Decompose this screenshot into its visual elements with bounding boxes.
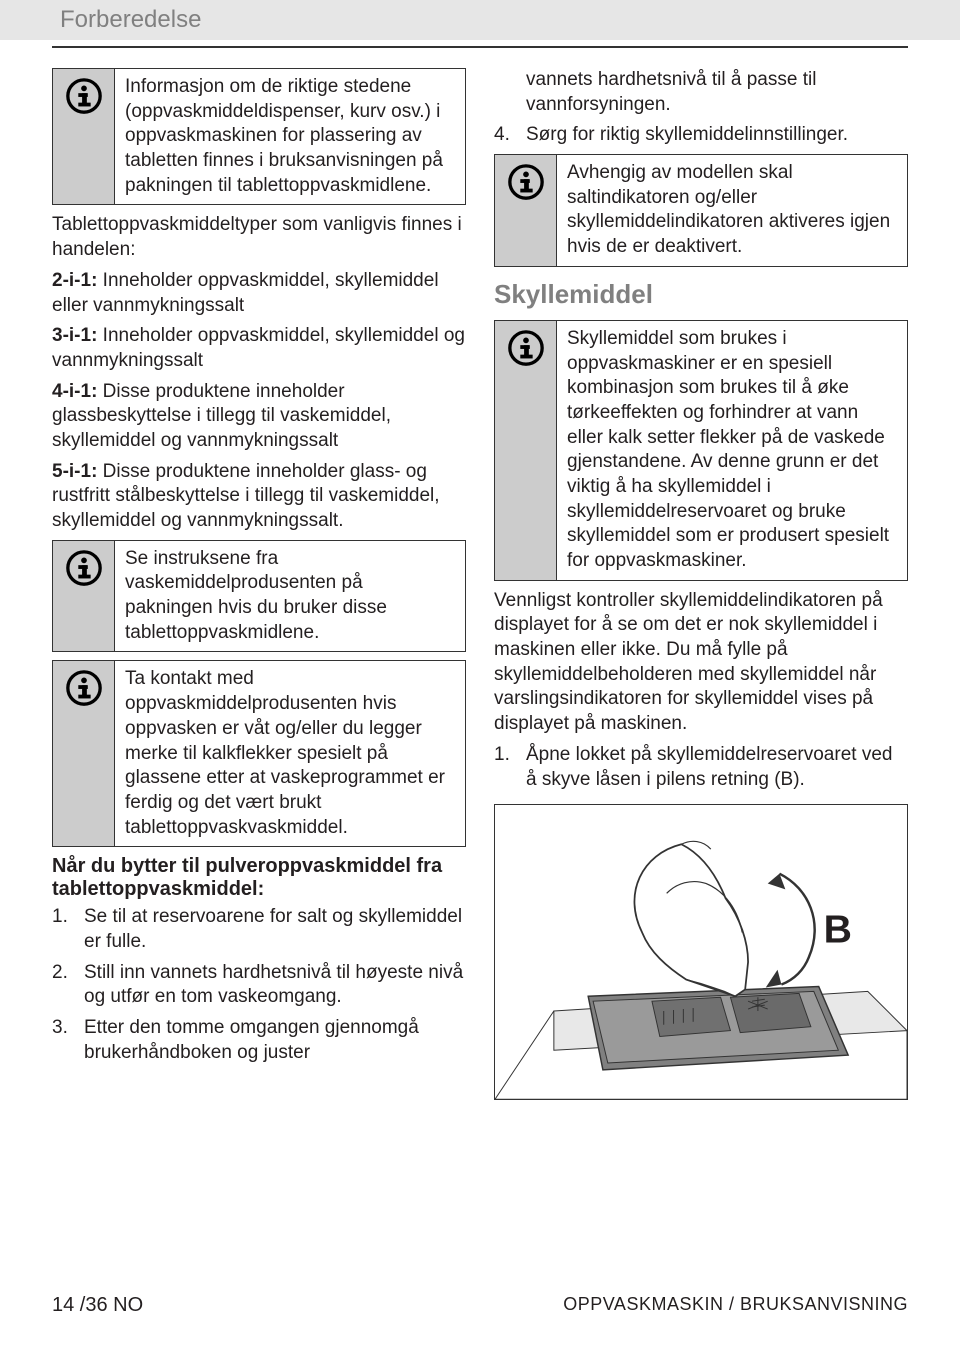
info-icon — [495, 321, 557, 580]
header-title: Forberedelse — [60, 6, 201, 33]
list-item: Etter den tomme omgangen gjennomgå bruke… — [52, 1016, 466, 1065]
type-5i1: 5-i-1: Disse produktene inneholder glass… — [52, 460, 466, 534]
t3-label: 3-i-1: — [52, 325, 97, 346]
figure-b: B — [494, 804, 908, 1100]
info-box-4: Avhengig av modellen skal saltindikatore… — [494, 154, 908, 267]
info-icon — [53, 69, 115, 204]
type-3i1: 3-i-1: Inneholder oppvaskmiddel, skyllem… — [52, 324, 466, 373]
type-2i1: 2-i-1: Inneholder oppvaskmiddel, skyllem… — [52, 269, 466, 318]
t2-label: 2-i-1: — [52, 270, 97, 291]
t2-text: Inneholder oppvaskmiddel, skyllemiddel e… — [52, 270, 439, 316]
info-text-1: Informasjon om de riktige stedene (oppva… — [115, 69, 465, 204]
content-columns: Informasjon om de riktige stedene (oppva… — [0, 48, 960, 1100]
list-item: Åpne lokket på skyllemiddelreservoaret v… — [494, 743, 908, 792]
page-number: 14 /36 NO — [52, 1294, 143, 1317]
types-intro: Tablettoppvaskmiddeltyper som vanligvis … — [52, 213, 466, 262]
section-heading: Skyllemiddel — [494, 279, 908, 310]
list-item: Sørg for riktig skyllemiddelinnstillinge… — [494, 123, 908, 148]
page-footer: 14 /36 NO OPPVASKMASKIN / BRUKSANVISNING — [0, 1294, 960, 1317]
figure-label: B — [824, 908, 852, 952]
switch-steps: Se til at reservoarene for salt og skyll… — [52, 905, 466, 1065]
info-text-5: Skyllemiddel som brukes i oppvaskmaskine… — [557, 321, 907, 580]
info-icon — [495, 155, 557, 266]
t4-label: 4-i-1: — [52, 381, 97, 402]
info-box-3: Ta kontakt med oppvaskmiddelprodusenten … — [52, 660, 466, 847]
page-header: Forberedelse — [0, 0, 960, 40]
doc-title: OPPVASKMASKIN / BRUKSANVISNING — [563, 1294, 908, 1317]
rinse-para: Vennligst kontroller skyllemiddelindikat… — [494, 589, 908, 737]
info-text-2: Se instruksene fra vaskemiddelprodusente… — [115, 541, 465, 652]
t5-text: Disse produktene inneholder glass- og ru… — [52, 461, 440, 531]
step4-list: Sørg for riktig skyllemiddelinnstillinge… — [494, 123, 908, 148]
switch-heading: Når du bytter til pulveroppvaskmiddel fr… — [52, 855, 466, 901]
t3-text: Inneholder oppvaskmiddel, skyllemiddel o… — [52, 325, 465, 371]
info-text-4: Avhengig av modellen skal saltindikatore… — [557, 155, 907, 266]
cont-text: vannets hardhetsnivå til å passe til van… — [494, 68, 908, 117]
type-4i1: 4-i-1: Disse produktene inneholder glass… — [52, 380, 466, 454]
t4-text: Disse produktene inneholder glassbeskytt… — [52, 381, 391, 451]
right-column: vannets hardhetsnivå til å passe til van… — [494, 68, 908, 1100]
list-item: Still inn vannets hardhetsnivå til høyes… — [52, 961, 466, 1010]
rinse-steps: Åpne lokket på skyllemiddelreservoaret v… — [494, 743, 908, 792]
info-box-5: Skyllemiddel som brukes i oppvaskmaskine… — [494, 320, 908, 581]
info-box-2: Se instruksene fra vaskemiddelprodusente… — [52, 540, 466, 653]
t5-label: 5-i-1: — [52, 461, 97, 482]
list-item: Se til at reservoarene for salt og skyll… — [52, 905, 466, 954]
info-text-3: Ta kontakt med oppvaskmiddelprodusenten … — [115, 661, 465, 846]
info-box-1: Informasjon om de riktige stedene (oppva… — [52, 68, 466, 205]
info-icon — [53, 661, 115, 846]
left-column: Informasjon om de riktige stedene (oppva… — [52, 68, 466, 1100]
info-icon — [53, 541, 115, 652]
